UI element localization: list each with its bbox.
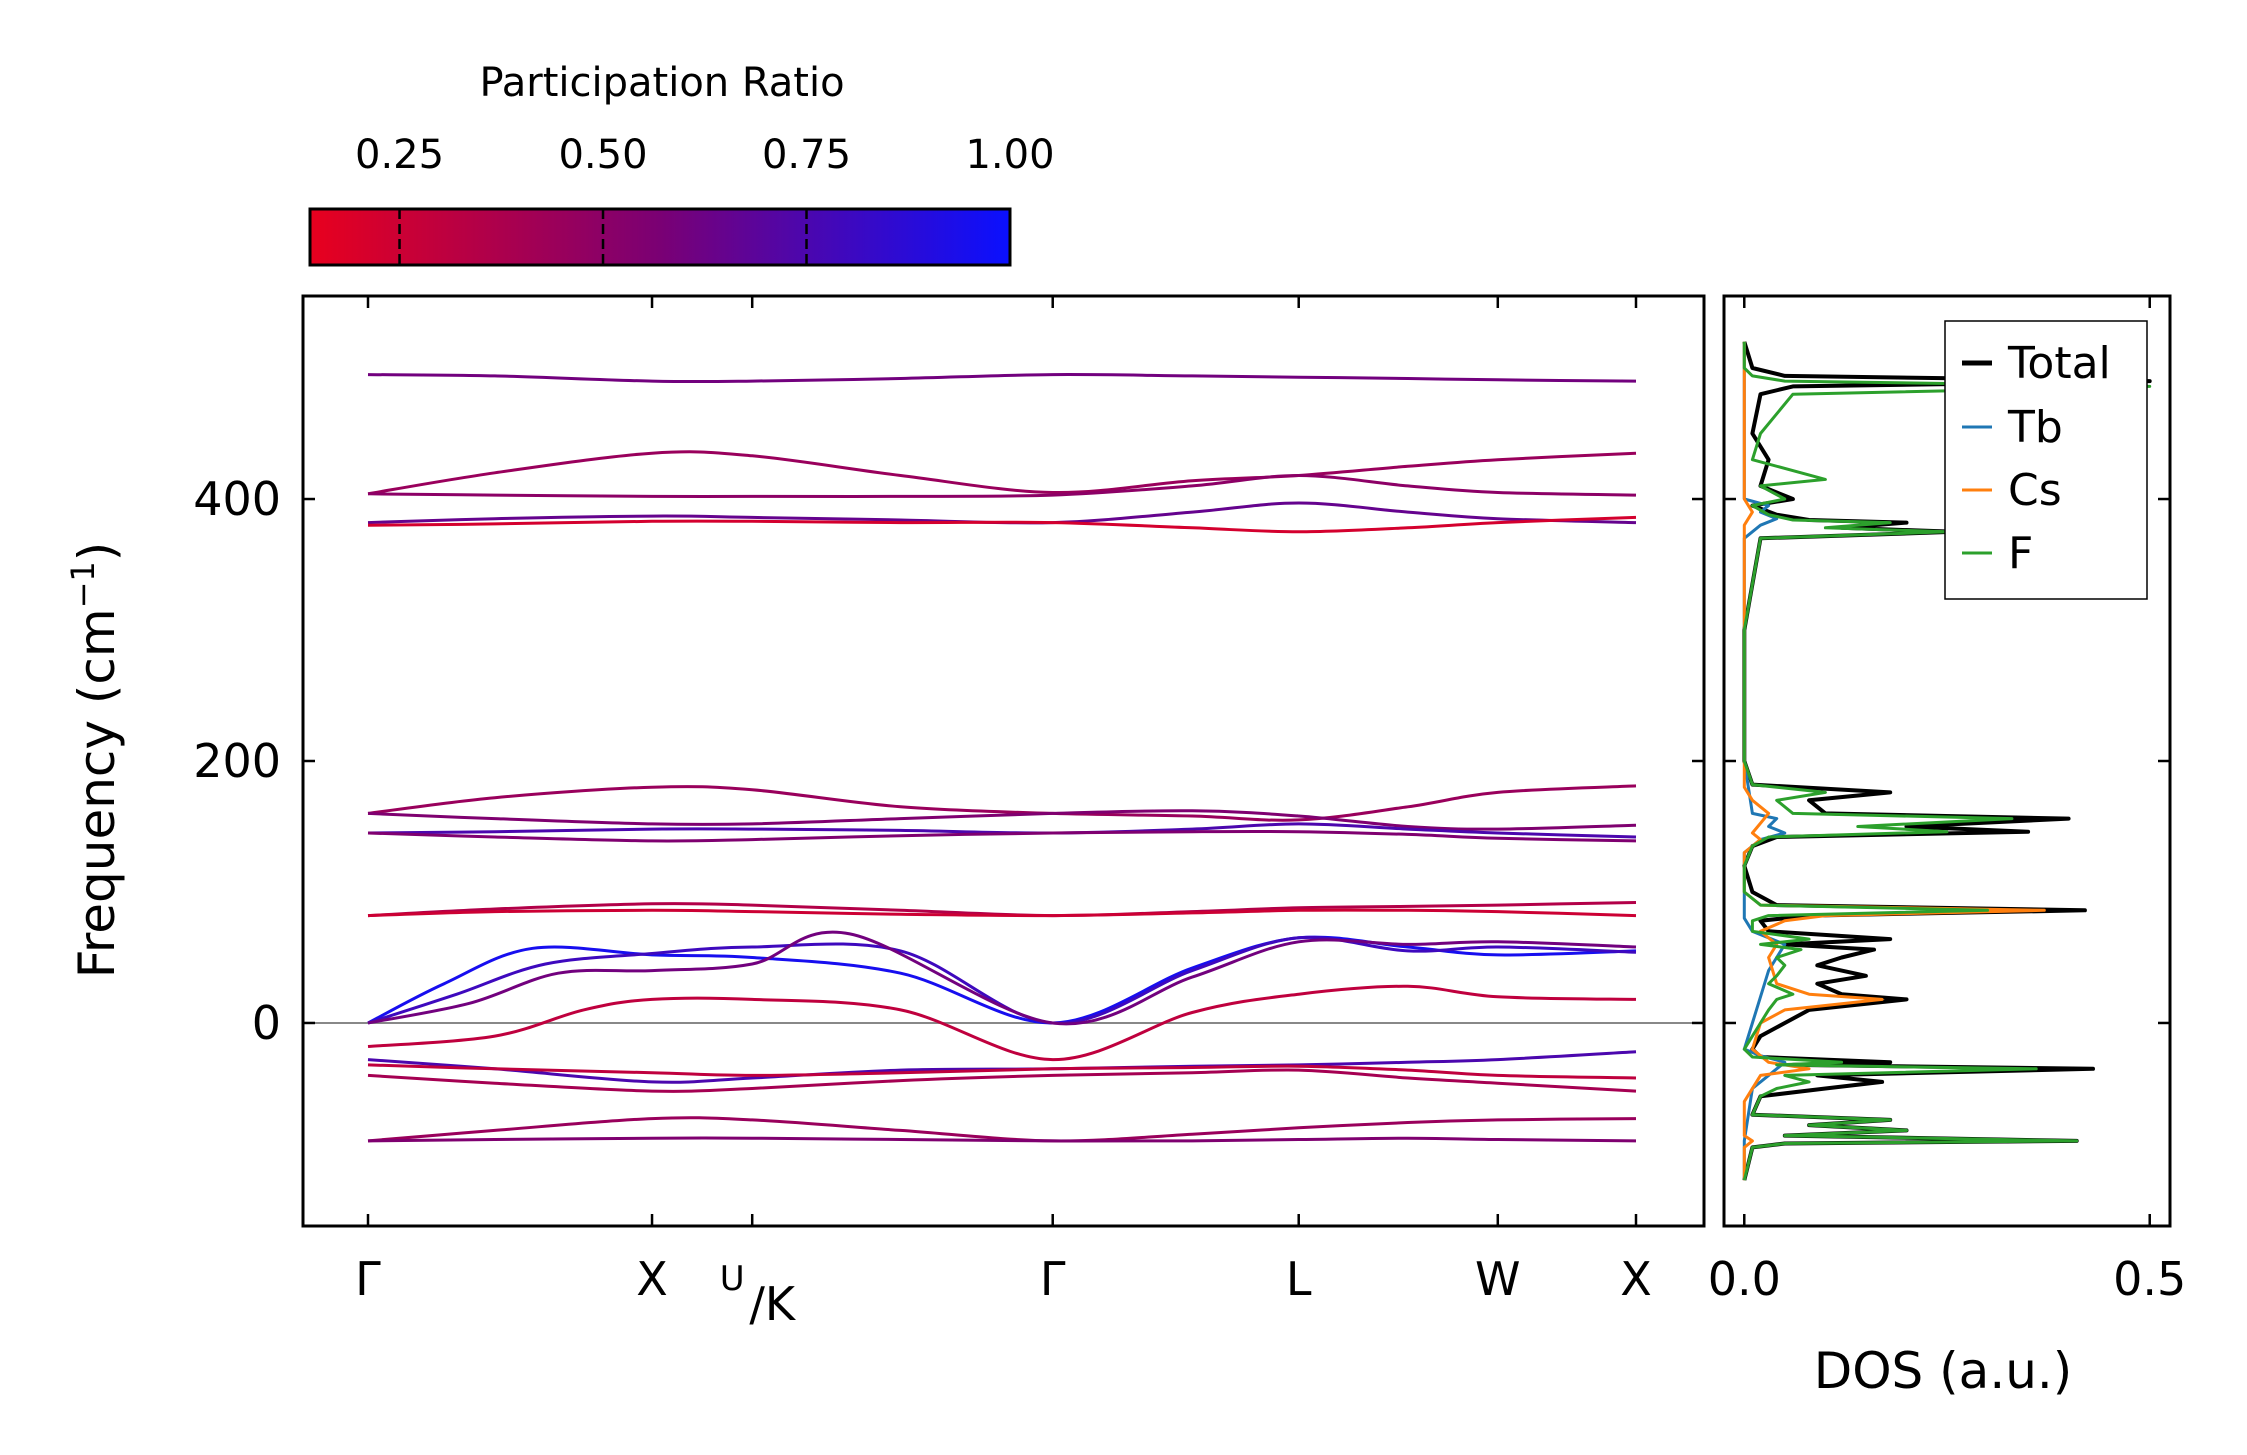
dos-lines [1742,341,2152,1181]
legend-label-tb: Tb [2007,402,2063,453]
kpoint-label-sup: U [720,1259,745,1299]
dos-line-cs [1742,341,2046,1181]
colorbar-tick-label: 0.25 [355,132,444,178]
band-band-11 [367,908,1637,918]
kpoint-label: X [1620,1252,1652,1306]
colorbar-tick-label: 0.50 [558,132,647,178]
band-band-10 [367,901,1637,918]
y-tick-label: 0 [252,996,281,1050]
kpoint-label: Γ [355,1252,381,1306]
y-axis-label-sup: −1 [64,561,102,608]
band-band-4 [367,501,1637,525]
dos-panel: 0.0 0.5 DOS (a.u.) Total Tb Cs F [1708,294,2186,1400]
band-band-1 [367,373,1637,384]
y-tick-label: 400 [193,472,281,526]
band-structure-panel: 0 200 400 Γ X U/K Γ L W X Frequency (cm−1) [64,294,1706,1331]
dos-x-tick-label: 0.0 [1708,1252,1781,1306]
legend-label-total: Total [2007,338,2111,389]
y-axis-label-tail: ) [68,542,126,562]
dos-line-f [1742,341,2152,1181]
band-band-20 [367,1136,1637,1143]
band-band-9 [367,829,1637,843]
band-lines [303,373,1704,1143]
colorbar-title: Participation Ratio [479,60,844,106]
band-x-ticks: Γ X U/K Γ L W X [355,296,1652,1331]
band-band-5 [367,515,1637,534]
dos-ticks: 0.0 0.5 [1708,296,2186,1306]
y-tick-label: 200 [193,734,281,788]
colorbar-gradient [308,207,1012,267]
kpoint-label: W [1475,1252,1520,1306]
band-band-7 [367,809,1637,831]
dos-x-axis-label: DOS (a.u.) [1814,1342,2073,1400]
band-band-3 [367,473,1637,498]
band-band-14 [367,930,1637,1026]
band-band-12 [367,935,1637,1025]
legend-label-f: F [2008,528,2033,579]
kpoint-label-sub: /K [749,1277,796,1331]
colorbar-ticks: 0.25 0.50 0.75 1.00 [355,132,1055,265]
band-band-18 [367,1068,1637,1093]
band-y-ticks: 0 200 400 [193,472,1704,1050]
y-axis-label-main: Frequency (cm [68,608,126,978]
colorbar: Participation Ratio 0.25 0.50 0.75 1.00 [308,60,1055,267]
band-axes-frame [301,294,1706,1228]
colorbar-tick-label: 1.00 [965,132,1054,178]
band-band-13 [367,935,1637,1025]
band-band-15 [367,984,1637,1062]
kpoint-label: L [1286,1252,1312,1306]
y-axis-label: Frequency (cm−1) [64,542,126,979]
dos-legend: Total Tb Cs F [1944,320,2148,600]
band-band-2 [367,450,1637,496]
kpoint-label: Γ [1040,1252,1066,1306]
kpoint-label: X [636,1252,668,1306]
band-band-17 [367,1063,1637,1080]
legend-label-cs: Cs [2008,465,2062,516]
colorbar-tick-label: 0.75 [762,132,851,178]
dos-x-tick-label: 0.5 [2113,1252,2186,1306]
